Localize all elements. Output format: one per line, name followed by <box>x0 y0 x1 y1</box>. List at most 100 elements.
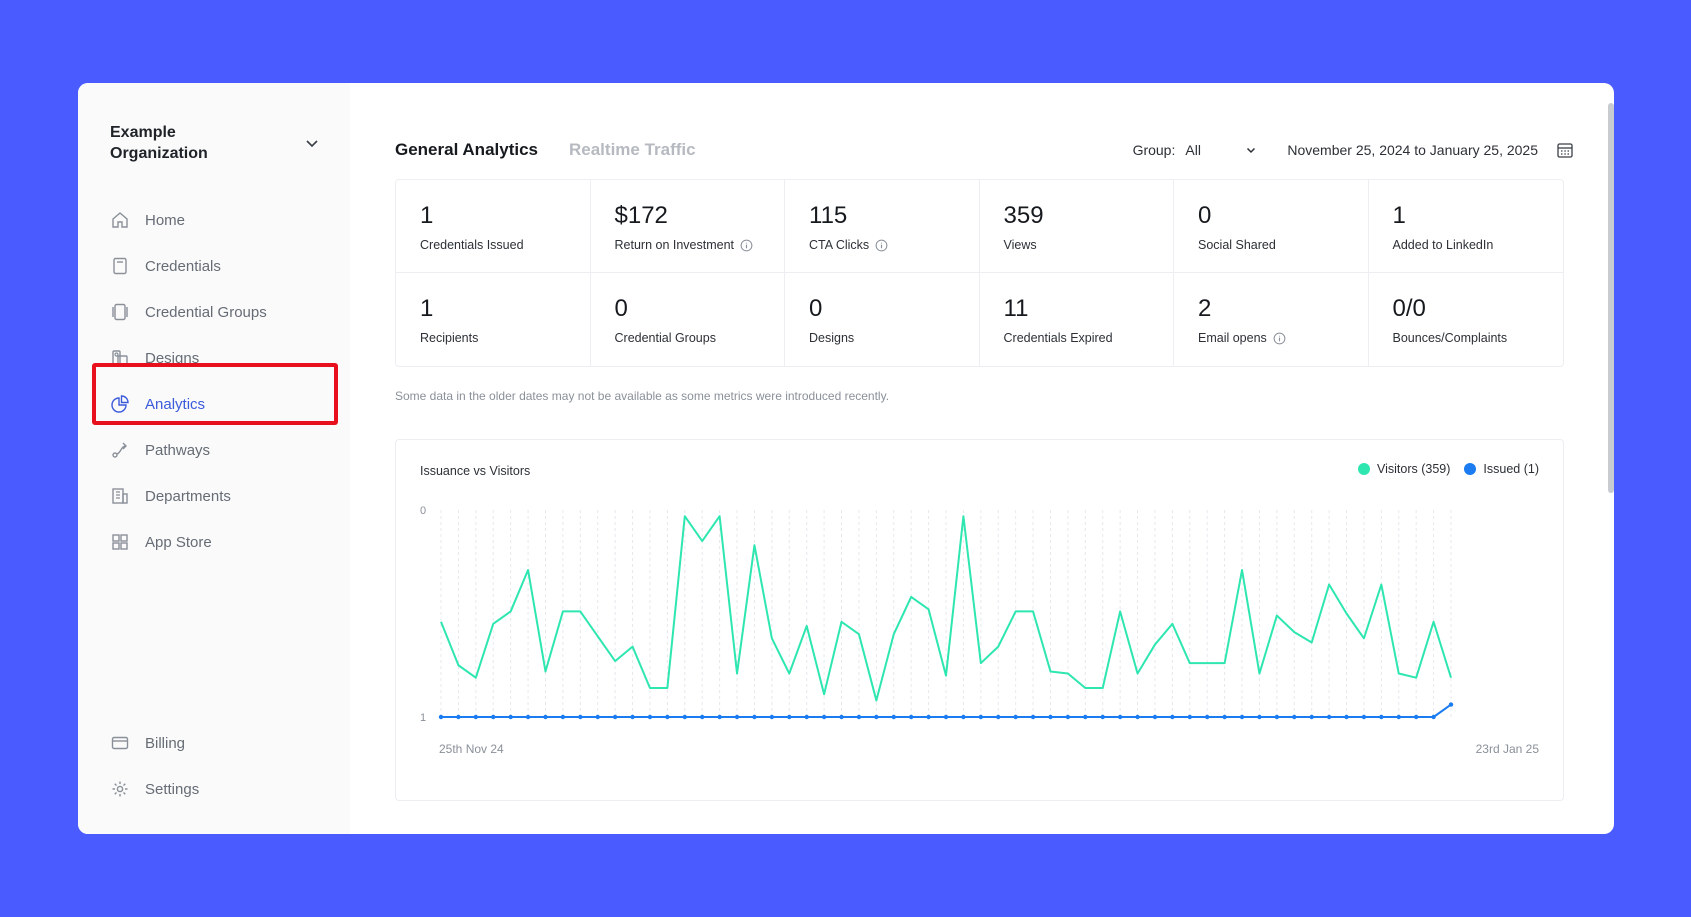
departments-icon <box>110 486 130 506</box>
issued-point <box>908 714 914 720</box>
stat-label: Bounces/Complaints <box>1392 331 1508 345</box>
stat-value: 0/0 <box>1392 295 1426 322</box>
credential-groups-icon <box>110 302 130 322</box>
sidebar-nav: Home Credentials Credential Groups Desig… <box>110 197 330 565</box>
info-icon[interactable] <box>740 239 753 252</box>
stat-bounces: 0/0 Bounces/Complaints <box>1369 273 1564 366</box>
sidebar-item-label: Credentials <box>145 257 221 275</box>
stat-label: Added to LinkedIn <box>1392 238 1494 252</box>
issued-point <box>752 714 757 720</box>
issued-point <box>1431 714 1436 720</box>
org-name: Example Organization <box>110 124 208 162</box>
issued-point <box>682 714 687 720</box>
data-note: Some data in the older dates may not be … <box>395 389 890 403</box>
legend-issued[interactable]: Issued (1) <box>1464 462 1539 476</box>
stat-social-shared: 0 Social Shared <box>1174 180 1369 273</box>
stat-value: $172 <box>614 202 668 229</box>
issued-point <box>543 714 548 720</box>
stat-value: 359 <box>1003 202 1044 229</box>
stat-credentials-expired: 11 Credentials Expired <box>980 273 1174 366</box>
issued-dot <box>1464 463 1477 475</box>
sidebar-item-settings[interactable]: Settings <box>110 766 330 812</box>
issued-point <box>1117 714 1123 720</box>
stat-label: Credential Groups <box>614 331 716 345</box>
stat-label: Recipients <box>420 331 479 345</box>
stat-recipients: 1 Recipients <box>396 273 591 366</box>
issued-point <box>456 714 461 720</box>
stat-label: CTA Clicks <box>809 238 870 252</box>
sidebar-item-departments[interactable]: Departments <box>110 473 330 519</box>
group-label: Group: <box>1132 142 1176 158</box>
stat-credential-groups: 0 Credential Groups <box>591 273 785 366</box>
sidebar-bottom: Billing Settings <box>110 720 330 812</box>
issued-point <box>856 714 862 720</box>
info-icon[interactable] <box>1273 332 1286 345</box>
issued-point <box>578 714 583 720</box>
sidebar-item-home[interactable]: Home <box>110 197 330 243</box>
issued-point <box>508 714 513 720</box>
issued-point <box>926 714 931 720</box>
stat-label: Social Shared <box>1198 238 1276 252</box>
issued-point <box>1326 714 1332 720</box>
sidebar-item-designs[interactable]: Designs <box>110 335 330 381</box>
issued-point <box>1170 714 1175 720</box>
sidebar-item-app-store[interactable]: App Store <box>110 519 330 565</box>
issued-point <box>804 714 809 720</box>
issued-point <box>1013 714 1018 720</box>
sidebar-item-analytics[interactable]: Analytics <box>110 381 330 427</box>
tab-general-analytics[interactable]: General Analytics <box>395 140 538 159</box>
stat-label: Return on Investment <box>614 238 735 252</box>
stat-views: 359 Views <box>979 180 1174 273</box>
stat-value: 11 <box>1003 295 1029 322</box>
issued-point <box>665 714 670 720</box>
stat-value: 1 <box>420 202 434 229</box>
stat-value: 1 <box>1392 202 1406 229</box>
sidebar-item-label: Analytics <box>145 395 206 413</box>
home-icon <box>110 210 130 230</box>
stat-value: 0 <box>809 295 823 322</box>
info-icon[interactable] <box>875 239 888 252</box>
group-select[interactable]: Group: All <box>1133 142 1258 158</box>
issued-point <box>473 714 479 720</box>
sidebar-item-pathways[interactable]: Pathways <box>110 427 330 473</box>
sidebar-item-credentials[interactable]: Credentials <box>110 243 330 289</box>
issued-point <box>1448 702 1454 707</box>
date-range[interactable]: November 25, 2024 to January 25, 2025 <box>1287 142 1538 158</box>
issued-point <box>438 714 444 720</box>
stat-label: Views <box>1003 238 1037 252</box>
issued-point <box>839 714 844 720</box>
y-tick-label: 0 <box>420 505 426 517</box>
billing-icon <box>110 733 130 753</box>
sidebar: Example Organization Home Credentials Cr… <box>78 83 350 834</box>
calendar-icon[interactable] <box>1556 141 1574 159</box>
issued-point <box>1413 714 1419 720</box>
sidebar-item-label: Billing <box>145 734 186 752</box>
stat-roi: $172 Return on Investment <box>590 180 785 273</box>
chart-legend: Visitors (359) Issued (1) <box>1344 462 1539 476</box>
issued-point <box>647 714 653 720</box>
issued-point <box>891 714 896 720</box>
visitors-series-line <box>440 515 1452 702</box>
stats-grid: 1 Credentials Issued $172 Return on Invest… <box>395 179 1564 367</box>
sidebar-item-billing[interactable]: Billing <box>110 720 330 766</box>
issued-point <box>491 714 496 720</box>
x-start-label: 25th Nov 24 <box>439 742 504 756</box>
stat-credentials-issued: 1 Credentials Issued <box>396 180 591 273</box>
x-end-label: 23rd Jan 25 <box>1476 742 1540 756</box>
y-tick-label: 1 <box>420 712 426 724</box>
org-switcher[interactable]: Example Organization <box>110 122 320 164</box>
line-chart: 0 1 25th Nov 24 23rd Jan 25 <box>420 505 1540 756</box>
sidebar-item-credential-groups[interactable]: Credential Groups <box>110 289 330 335</box>
tab-realtime-traffic[interactable]: Realtime Traffic <box>569 140 696 159</box>
sidebar-item-label: Settings <box>145 780 200 798</box>
stat-value: 0 <box>1198 202 1212 229</box>
chart-title: Issuance vs Visitors <box>420 464 531 478</box>
app-store-icon <box>110 532 130 552</box>
issued-point <box>1100 714 1105 720</box>
stat-designs: 0 Designs <box>785 273 980 366</box>
legend-visitors[interactable]: Visitors (359) <box>1357 462 1450 476</box>
issued-point <box>1309 714 1314 720</box>
issued-point <box>595 714 600 720</box>
scrollbar[interactable] <box>1608 103 1614 493</box>
issued-point <box>961 714 966 720</box>
